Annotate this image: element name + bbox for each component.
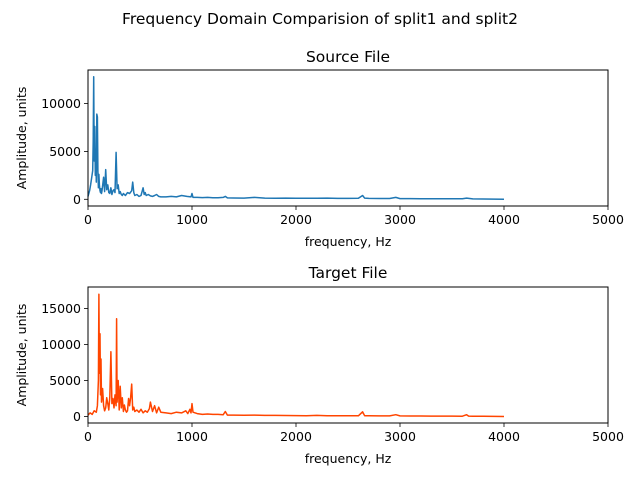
x-tick-label: 4000 — [488, 429, 520, 444]
y-tick-label: 15000 — [41, 301, 81, 316]
y-tick-label: 10000 — [41, 337, 81, 352]
x-tick-label: 3000 — [384, 212, 416, 227]
series-line — [87, 75, 505, 201]
x-ticks: 0 1000 2000 3000 4000 5000 — [84, 423, 624, 444]
x-tick-label: 0 — [84, 212, 92, 227]
subplot-source: Source File 0 1000 2000 3000 4000 5000 0 5000 1… — [14, 48, 624, 249]
axes-frame — [87, 286, 609, 424]
y-tick-label: 10000 — [41, 96, 81, 111]
x-tick-label: 2000 — [280, 212, 312, 227]
y-axis-label: Amplitude, units — [14, 87, 29, 190]
x-tick-label: 2000 — [280, 429, 312, 444]
x-tick-label: 1000 — [176, 212, 208, 227]
x-tick-label: 4000 — [488, 212, 520, 227]
x-tick-label: 5000 — [592, 212, 624, 227]
x-tick-label: 1000 — [176, 429, 208, 444]
plot-area — [87, 75, 505, 201]
subplot-title: Source File — [306, 48, 390, 66]
y-tick-label: 5000 — [49, 144, 81, 159]
x-tick-label: 0 — [84, 429, 92, 444]
series-line — [87, 293, 505, 418]
y-ticks: 0 5000 10000 — [41, 96, 88, 207]
plot-area — [87, 293, 505, 418]
y-ticks: 0 5000 10000 15000 — [41, 301, 88, 424]
x-axis-label: frequency, Hz — [305, 451, 392, 466]
y-tick-label: 5000 — [49, 373, 81, 388]
x-tick-label: 3000 — [384, 429, 416, 444]
y-axis-label: Amplitude, units — [14, 304, 29, 407]
subplot-target: Target File 0 1000 2000 3000 4000 5000 0 5000 1… — [14, 264, 624, 466]
y-tick-label: 0 — [73, 409, 81, 424]
subplot-title: Target File — [308, 264, 388, 282]
x-tick-label: 5000 — [592, 429, 624, 444]
x-axis-label: frequency, Hz — [305, 234, 392, 249]
figure-suptitle: Frequency Domain Comparision of split1 a… — [122, 10, 518, 28]
x-ticks: 0 1000 2000 3000 4000 5000 — [84, 206, 624, 227]
y-tick-label: 0 — [73, 192, 81, 207]
axes-frame — [87, 69, 609, 207]
